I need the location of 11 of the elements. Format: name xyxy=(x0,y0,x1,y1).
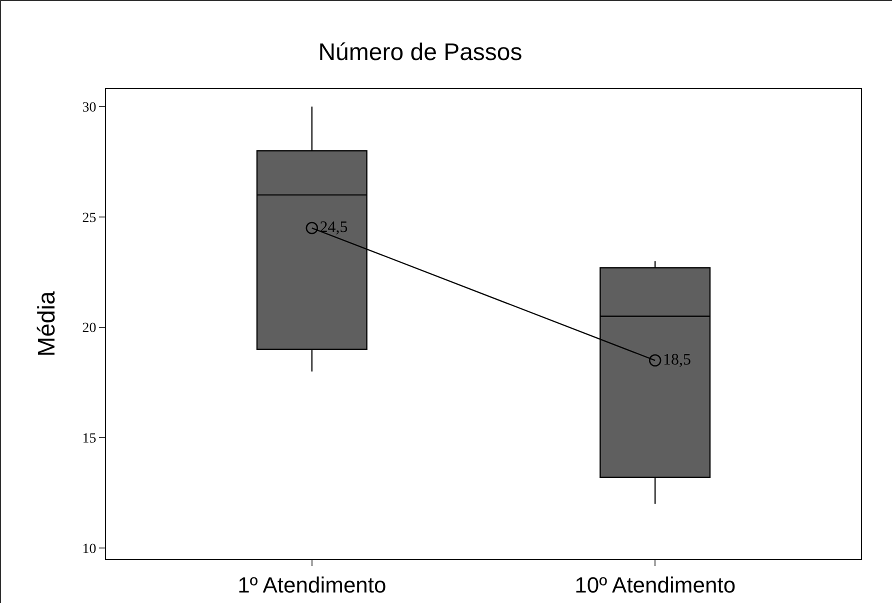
y-tick-label: 20 xyxy=(82,321,96,336)
y-tick-label: 10 xyxy=(82,542,96,557)
x-tick-label: 10º Atendimento xyxy=(574,572,736,598)
y-tick-label: 30 xyxy=(82,100,96,116)
y-tick-label: 25 xyxy=(82,210,96,226)
x-tick-label: 1º Atendimento xyxy=(238,572,386,598)
data-label: 24,5 xyxy=(320,219,348,236)
data-label: 18,5 xyxy=(662,351,691,368)
chart-title: Número de Passos xyxy=(318,39,522,66)
y-tick-label: 15 xyxy=(82,432,96,447)
y-axis-title: Média xyxy=(33,290,60,357)
